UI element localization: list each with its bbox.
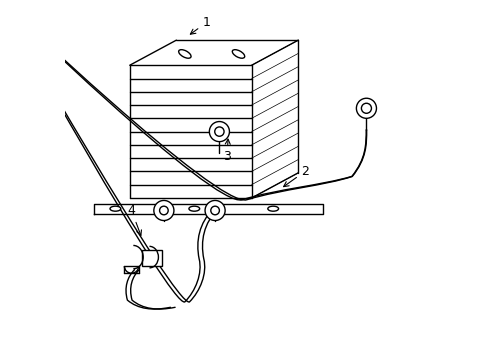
- Ellipse shape: [188, 206, 199, 211]
- Circle shape: [159, 206, 168, 215]
- Ellipse shape: [267, 206, 278, 211]
- Circle shape: [210, 206, 219, 215]
- FancyBboxPatch shape: [142, 250, 162, 266]
- Text: 1: 1: [190, 16, 210, 34]
- Circle shape: [214, 127, 224, 136]
- Ellipse shape: [232, 50, 244, 58]
- Circle shape: [154, 201, 174, 221]
- Circle shape: [209, 122, 229, 141]
- Circle shape: [361, 103, 371, 113]
- Text: 4: 4: [127, 204, 141, 235]
- Circle shape: [356, 98, 376, 118]
- Ellipse shape: [110, 206, 121, 211]
- Ellipse shape: [178, 50, 191, 58]
- Text: 3: 3: [223, 139, 230, 163]
- Text: 2: 2: [283, 165, 309, 186]
- Circle shape: [204, 201, 224, 221]
- Polygon shape: [94, 204, 323, 214]
